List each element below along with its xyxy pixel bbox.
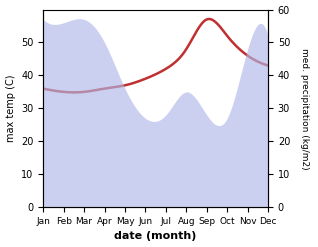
X-axis label: date (month): date (month)	[114, 231, 197, 242]
Y-axis label: max temp (C): max temp (C)	[5, 75, 16, 142]
Y-axis label: med. precipitation (kg/m2): med. precipitation (kg/m2)	[300, 48, 308, 169]
